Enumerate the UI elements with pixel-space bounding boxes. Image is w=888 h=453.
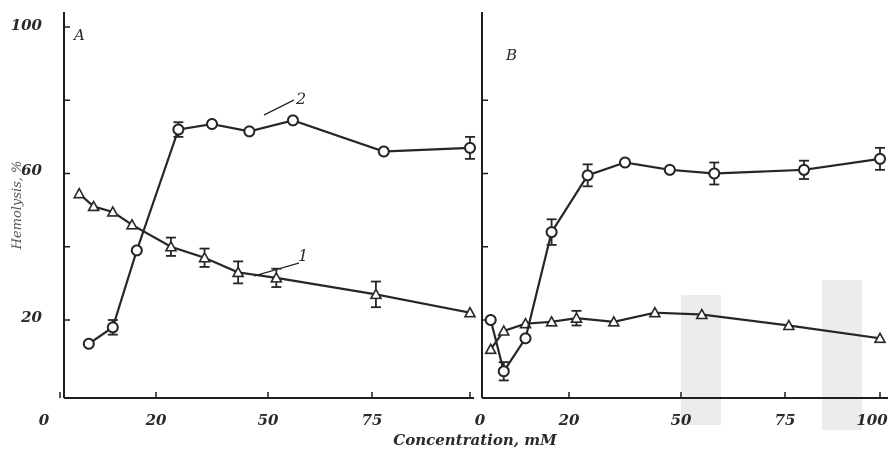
panel-a: A Hemolysis, % 100 60 20 0 20 50 75 1 2 bbox=[10, 12, 477, 429]
data-point-triangle bbox=[198, 251, 211, 263]
data-point-circle bbox=[497, 365, 510, 378]
data-point-circle bbox=[663, 163, 676, 176]
curve-1-label: 1 bbox=[298, 246, 308, 265]
series-line-triangle bbox=[489, 311, 881, 350]
x-tick-label: 75 bbox=[775, 411, 796, 429]
data-point-triangle bbox=[369, 287, 383, 300]
panel-a-ticks bbox=[59, 26, 471, 398]
data-point-triangle bbox=[269, 271, 283, 283]
panel-a-data bbox=[72, 114, 477, 350]
y-tick-label: 100 bbox=[11, 16, 43, 34]
data-point-triangle bbox=[607, 315, 621, 327]
series-line-circle bbox=[489, 157, 881, 374]
data-point-circle bbox=[519, 332, 532, 345]
data-point-circle bbox=[243, 125, 256, 138]
data-point-circle bbox=[798, 163, 810, 176]
data-point-triangle bbox=[125, 218, 139, 230]
data-point-triangle bbox=[231, 265, 245, 278]
x-tick-label: 100 bbox=[856, 411, 888, 429]
data-point-circle bbox=[464, 141, 476, 154]
panel-a-letter: A bbox=[72, 26, 85, 44]
data-point-circle bbox=[545, 226, 558, 239]
x-tick-label: 20 bbox=[145, 411, 167, 429]
data-point-triangle bbox=[87, 199, 100, 212]
data-point-triangle bbox=[873, 331, 887, 344]
panel-b: B 0 20 50 75 100 bbox=[475, 12, 888, 429]
data-point-triangle bbox=[497, 324, 511, 336]
y-axis-label: Hemolysis, % bbox=[10, 161, 25, 251]
x-tick-label: 75 bbox=[362, 411, 383, 429]
data-point-circle bbox=[206, 118, 218, 131]
panel-b-letter: B bbox=[505, 46, 517, 64]
x-axis-label: Concentration, mM bbox=[393, 431, 557, 449]
data-point-circle bbox=[708, 167, 721, 180]
data-point-circle bbox=[172, 123, 185, 136]
data-point-triangle bbox=[570, 311, 583, 323]
y-tick-label: 60 bbox=[21, 161, 42, 179]
data-point-circle bbox=[82, 337, 95, 350]
data-point-circle bbox=[619, 156, 631, 169]
data-point-triangle bbox=[484, 342, 498, 355]
x-tick-label: 0 bbox=[475, 411, 486, 429]
data-point-triangle bbox=[164, 240, 178, 252]
data-point-circle bbox=[130, 244, 143, 257]
data-point-triangle bbox=[106, 205, 120, 217]
data-point-triangle bbox=[463, 306, 477, 318]
curve-2-label: 2 bbox=[295, 89, 306, 108]
x-tick-label: 20 bbox=[558, 411, 580, 429]
data-point-circle bbox=[484, 314, 497, 326]
data-point-triangle bbox=[648, 306, 662, 318]
data-point-circle bbox=[106, 321, 119, 334]
curve-1-leader bbox=[253, 262, 300, 277]
data-point-triangle bbox=[695, 307, 709, 320]
x-tick-label: 0 bbox=[39, 411, 50, 429]
background-ghost-bar bbox=[822, 280, 862, 430]
data-point-triangle bbox=[72, 186, 86, 199]
panel-b-data bbox=[484, 146, 887, 382]
data-point-triangle bbox=[545, 315, 558, 327]
y-tick-label: 20 bbox=[20, 308, 42, 326]
curve-2-leader bbox=[263, 99, 295, 116]
series-line-1 bbox=[78, 192, 471, 314]
x-tick-label: 50 bbox=[258, 411, 279, 429]
data-point-circle bbox=[286, 114, 299, 127]
data-point-triangle bbox=[782, 318, 796, 331]
x-tick-label: 50 bbox=[671, 411, 692, 429]
data-point-circle bbox=[874, 152, 886, 165]
data-point-circle bbox=[581, 169, 594, 182]
data-point-circle bbox=[377, 145, 390, 158]
